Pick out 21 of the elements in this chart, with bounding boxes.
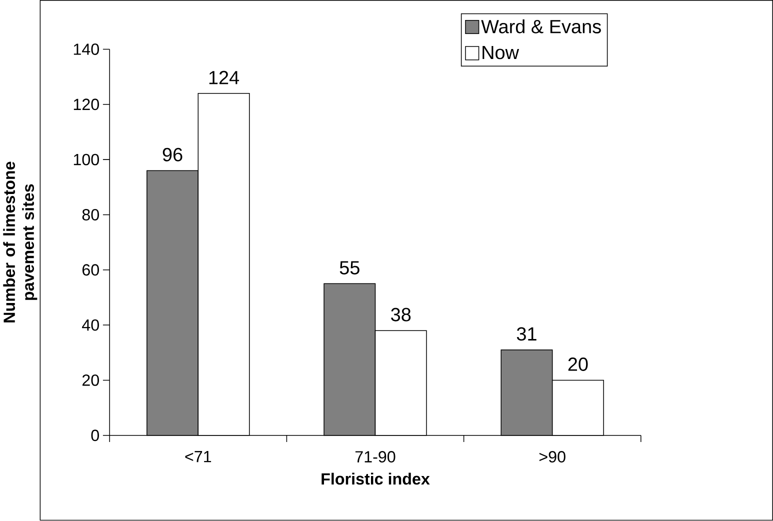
- data-label: 31: [516, 327, 536, 341]
- y-tick-label: 0: [91, 430, 99, 442]
- x-tick-label: >90: [539, 451, 566, 463]
- data-label: 96: [162, 148, 182, 162]
- x-axis-title: Floristic index: [322, 472, 430, 485]
- data-label: 124: [209, 71, 240, 84]
- y-axis-title: Number of limestone pavement sites: [3, 162, 38, 322]
- legend-label: Now: [482, 46, 520, 60]
- y-tick-label: 60: [82, 264, 99, 276]
- x-tick-label: <71: [185, 451, 212, 462]
- legend-label: Ward & Evans: [481, 20, 601, 34]
- data-label: 55: [340, 261, 360, 275]
- y-tick-label: 140: [74, 44, 99, 56]
- data-label: 20: [568, 358, 588, 372]
- x-tick-label: 71-90: [355, 451, 396, 463]
- y-tick-label: 20: [82, 374, 99, 386]
- y-tick-label: 100: [74, 154, 99, 166]
- y-tick-label: 40: [82, 319, 99, 331]
- y-tick-label: 80: [82, 209, 99, 221]
- y-tick-label: 120: [74, 98, 99, 110]
- data-label: 38: [391, 308, 411, 322]
